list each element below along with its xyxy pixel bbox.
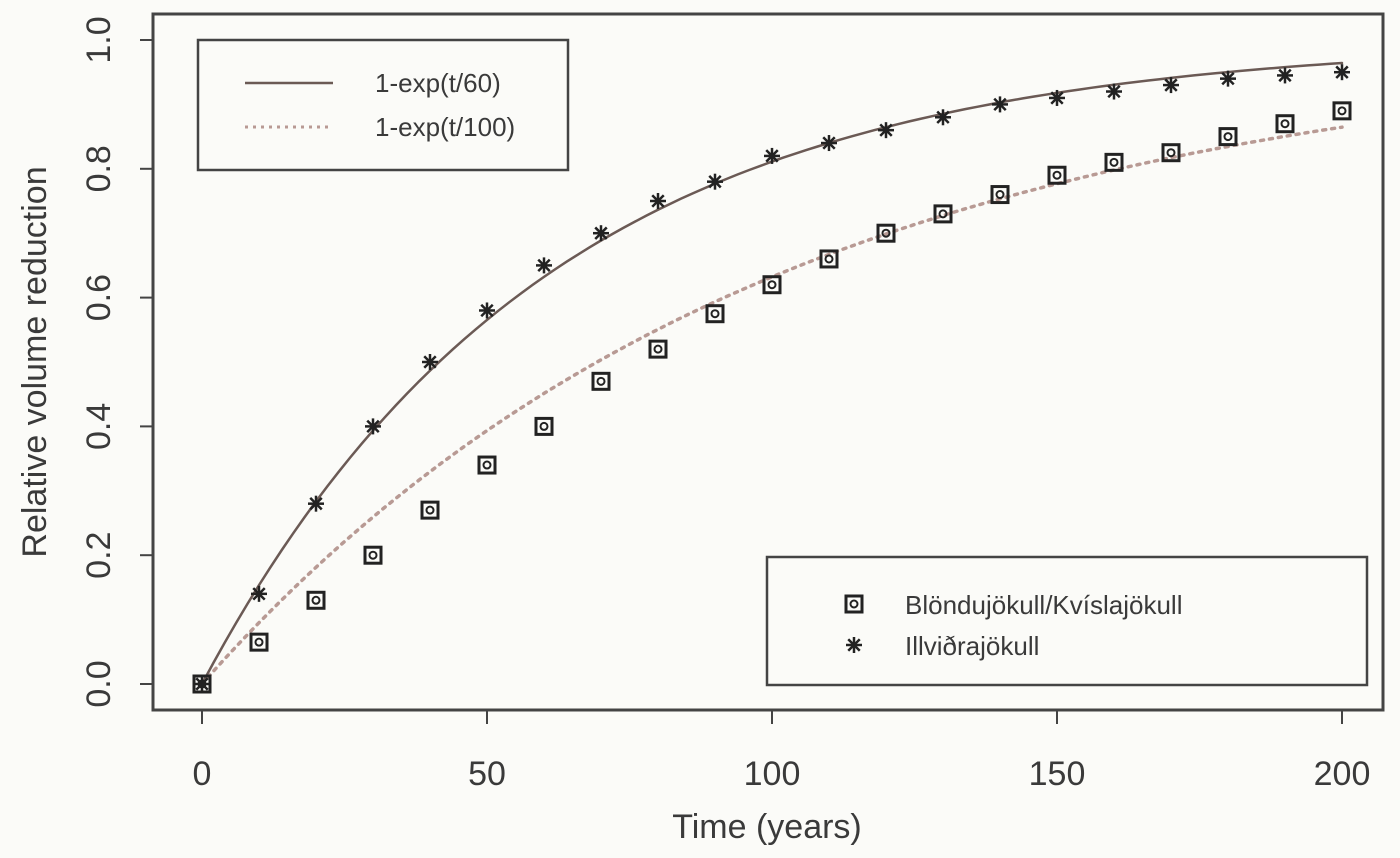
- y-axis-title: Relative volume reduction: [16, 166, 54, 557]
- blondujokull-point: [762, 275, 782, 295]
- blondujokull-point: [990, 185, 1010, 205]
- legend-glaciers-box: [765, 555, 1369, 687]
- blondujokull-point: [477, 455, 497, 475]
- blondujokull-point: [591, 371, 611, 391]
- y-tick-label: 0.4: [80, 403, 118, 450]
- illvidrajokull-point: [764, 147, 780, 164]
- blondujokull-point: [1332, 101, 1352, 121]
- blondujokull-point: [705, 304, 725, 324]
- blondujokull-point: [420, 500, 440, 520]
- data-points: [192, 64, 1352, 694]
- blondujokull-point: [1275, 114, 1295, 134]
- illvidrajokull-point: [935, 109, 951, 126]
- illvidrajokull-point: [1163, 77, 1179, 94]
- illvidrajokull-point: [536, 257, 552, 274]
- illvidrajokull-point: [650, 193, 666, 209]
- y-tick-label: 0.0: [80, 660, 118, 707]
- legend-glaciers: Blöndujökull/Kvíslajökull Illviðrajökull: [765, 555, 1369, 687]
- legend-glacier-label-1: Blöndujökull/Kvíslajökull: [905, 590, 1182, 620]
- illvidrajokull-point: [821, 135, 837, 152]
- illvidrajokull-point: [593, 225, 609, 242]
- legend-glacier-label-2: Illviðrajökull: [905, 631, 1039, 661]
- x-axis: 0 50 100 150 200: [193, 710, 1371, 793]
- illvidrajokull-point: [251, 585, 267, 602]
- illvidrajokull-point: [1049, 89, 1065, 106]
- asterisk-marker-icon: [846, 637, 862, 653]
- y-axis: 0.0 0.2 0.4 0.6 0.8 1.0: [80, 16, 153, 708]
- y-tick-label: 0.6: [80, 274, 118, 321]
- blondujokull-point: [1161, 143, 1181, 163]
- legend-curve-label-1: 1-exp(t/60): [375, 68, 501, 98]
- x-tick-label: 150: [1029, 755, 1086, 793]
- illvidrajokull-point: [479, 302, 495, 319]
- illvidrajokull-point: [707, 173, 723, 190]
- blondujokull-point: [876, 223, 896, 243]
- boxed-circle-marker-icon: [844, 594, 864, 614]
- blondujokull-point: [1218, 127, 1238, 147]
- x-tick-label: 200: [1314, 755, 1371, 793]
- blondujokull-point: [1047, 165, 1067, 185]
- y-tick-label: 0.2: [80, 532, 118, 579]
- illvidrajokull-point: [194, 676, 210, 692]
- illvidrajokull-point: [1277, 67, 1293, 84]
- illvidrajokull-point: [422, 354, 438, 370]
- blondujokull-point: [648, 339, 668, 359]
- illvidrajokull-point: [992, 96, 1008, 113]
- blondujokull-point: [363, 545, 383, 565]
- illvidrajokull-point: [365, 418, 381, 435]
- legend-curve-label-2: 1-exp(t/100): [375, 112, 515, 142]
- legend-curves-box: [196, 38, 570, 172]
- blondujokull-point: [1104, 152, 1124, 172]
- illvidrajokull-point: [878, 122, 894, 139]
- y-tick-label: 1.0: [80, 16, 118, 63]
- illvidrajokull-point: [308, 495, 324, 512]
- blondujokull-point: [306, 590, 326, 610]
- illvidrajokull-point: [1220, 70, 1236, 87]
- illvidrajokull-point: [1106, 83, 1122, 100]
- x-axis-title: Time (years): [672, 808, 862, 846]
- y-tick-label: 0.8: [80, 145, 118, 192]
- x-tick-label: 100: [744, 755, 801, 793]
- illvidrajokull-point: [1334, 64, 1350, 81]
- blondujokull-point: [249, 632, 269, 652]
- blondujokull-point: [933, 204, 953, 224]
- x-tick-label: 0: [193, 755, 212, 793]
- x-tick-label: 50: [468, 755, 506, 793]
- blondujokull-point: [534, 416, 554, 436]
- legend-curves: 1-exp(t/60) 1-exp(t/100): [196, 38, 570, 172]
- blondujokull-point: [819, 249, 839, 269]
- plot-frame: [151, 12, 1385, 712]
